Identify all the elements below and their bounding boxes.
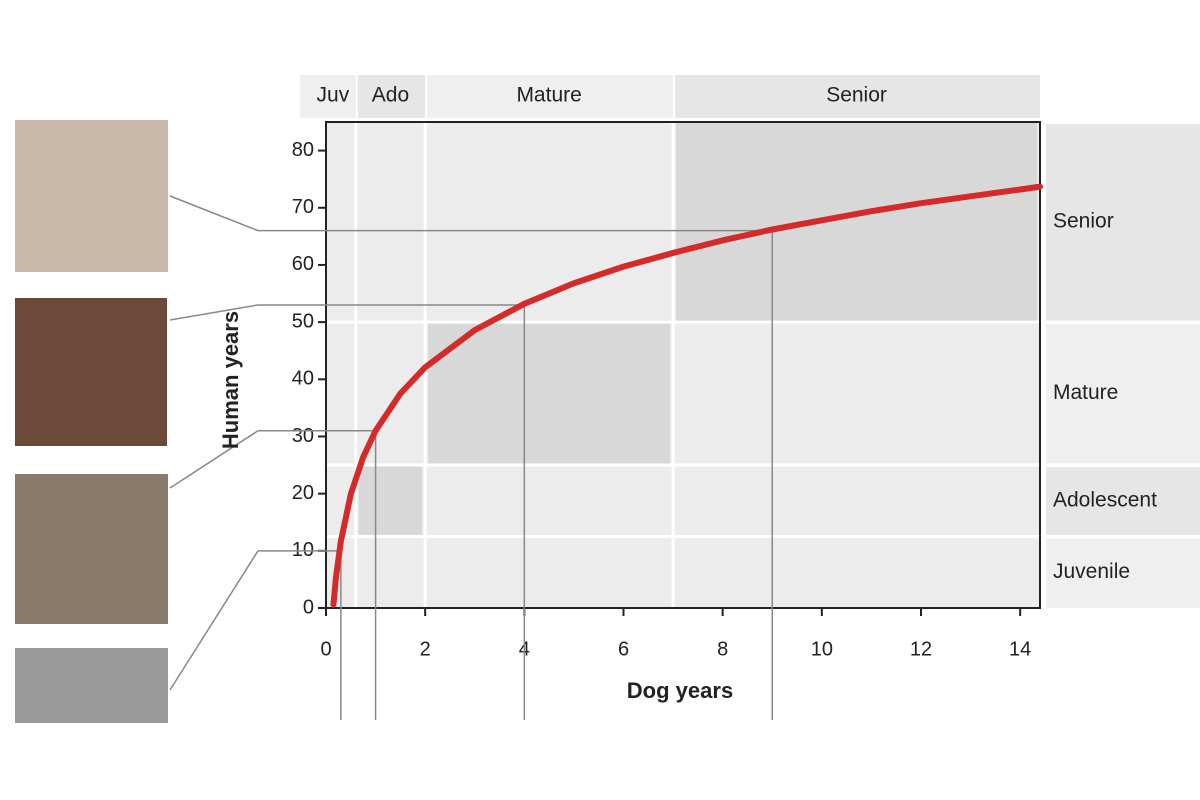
photo bbox=[15, 648, 168, 723]
plot-frame bbox=[325, 121, 1041, 609]
stage-column-label: Mature bbox=[516, 84, 581, 107]
x-tick-label: 8 bbox=[717, 638, 728, 660]
photo-connector bbox=[169, 550, 259, 691]
x-tick-label: 0 bbox=[320, 638, 331, 660]
stage-row-band bbox=[1046, 538, 1200, 608]
stage-box bbox=[428, 322, 671, 466]
photo-connector bbox=[169, 304, 259, 321]
stage-column-header bbox=[675, 75, 1040, 118]
stage-row-band bbox=[1046, 124, 1200, 323]
y-tick-label: 0 bbox=[303, 596, 314, 618]
y-tick-label: 20 bbox=[292, 482, 314, 504]
stage-box bbox=[676, 122, 1037, 323]
photo-connector bbox=[169, 195, 259, 232]
photo bbox=[15, 120, 168, 272]
y-axis-label: Human years bbox=[218, 311, 243, 449]
y-tick-label: 40 bbox=[292, 368, 314, 390]
stage-box bbox=[358, 465, 423, 537]
curve bbox=[330, 183, 1043, 608]
y-tick-label: 50 bbox=[292, 310, 314, 332]
stage-column-header bbox=[300, 75, 356, 118]
y-tick-label: 60 bbox=[292, 253, 314, 275]
photos bbox=[15, 120, 168, 723]
stage-row-label: Mature bbox=[1053, 381, 1118, 404]
x-tick-label: 14 bbox=[1009, 638, 1031, 660]
x-tick-label: 6 bbox=[618, 638, 629, 660]
stage-row-label: Senior bbox=[1053, 210, 1114, 233]
stage-column-label: Juv bbox=[317, 84, 350, 107]
x-tick-label: 10 bbox=[811, 638, 833, 660]
stage-column-label: Ado bbox=[372, 84, 409, 107]
y-tick-label: 80 bbox=[292, 139, 314, 161]
stage-column-header bbox=[427, 75, 674, 118]
photo-connector bbox=[169, 430, 259, 489]
x-tick-label: 12 bbox=[910, 638, 932, 660]
y-tick-label: 70 bbox=[292, 196, 314, 218]
photo bbox=[15, 298, 167, 446]
y-tick-label: 30 bbox=[292, 425, 314, 447]
stage-row-label: Adolescent bbox=[1053, 488, 1157, 511]
x-tick-label: 2 bbox=[420, 638, 431, 660]
stage-row-label: Juvenile bbox=[1053, 560, 1130, 583]
stage-row-band bbox=[1046, 324, 1200, 466]
x-axis-label: Dog years bbox=[627, 678, 733, 703]
stage-column-label: Senior bbox=[826, 84, 887, 107]
photo bbox=[15, 474, 168, 624]
stage-column-header bbox=[357, 75, 426, 118]
stage-row-band bbox=[1046, 467, 1200, 537]
